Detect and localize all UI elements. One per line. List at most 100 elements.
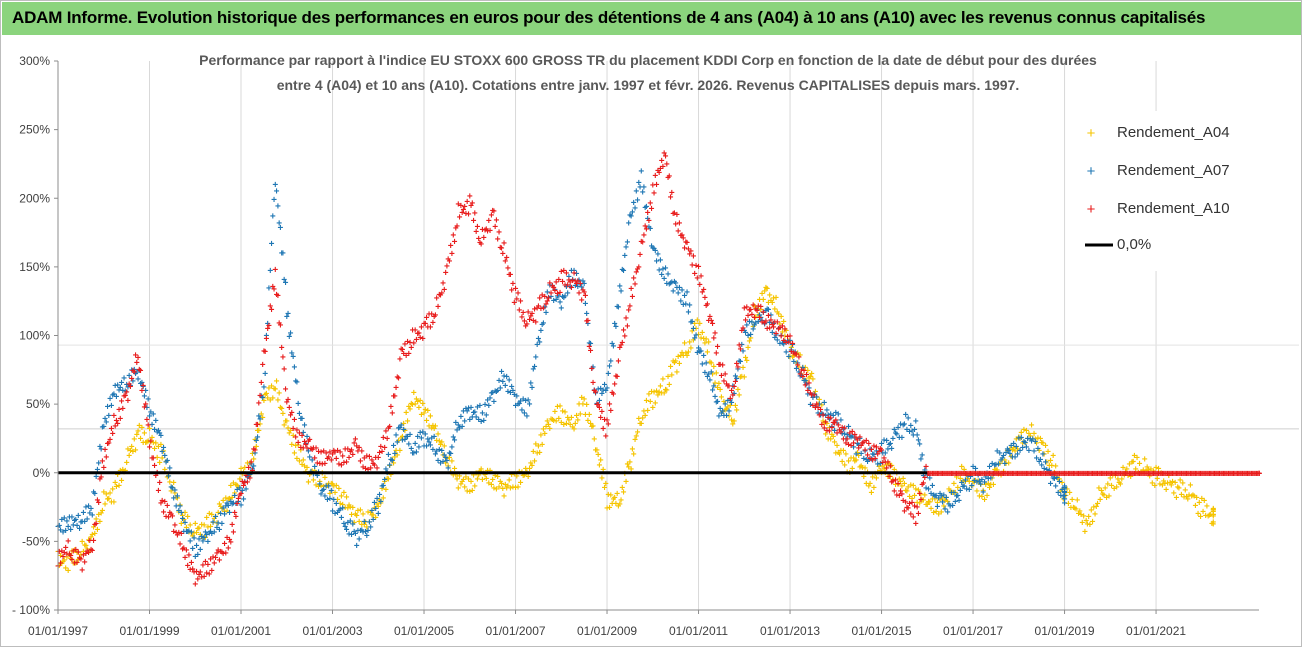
x-tick-label: 01/01/2007 — [485, 624, 545, 638]
point-a10: + — [1024, 469, 1030, 480]
point-a10: + — [1243, 469, 1249, 480]
point-a07: + — [496, 376, 502, 387]
point-a10: + — [600, 424, 606, 435]
point-a10: + — [612, 380, 618, 391]
point-a04: + — [441, 441, 447, 452]
point-a10: + — [957, 469, 963, 480]
point-a07: + — [689, 317, 695, 328]
point-a10: + — [1165, 469, 1171, 480]
point-a10: + — [1055, 469, 1061, 480]
point-a04: + — [335, 495, 341, 506]
point-a07: + — [474, 403, 480, 414]
point-a07: + — [594, 399, 600, 410]
point-a07: + — [155, 426, 161, 437]
point-a07: + — [668, 278, 674, 289]
point-a04: + — [1093, 502, 1099, 513]
point-a04: + — [1147, 471, 1153, 482]
point-a07: + — [1032, 437, 1038, 448]
point-a10: + — [116, 405, 122, 416]
point-a10: + — [718, 371, 724, 382]
point-a04: + — [1031, 429, 1037, 440]
point-a07: + — [854, 439, 860, 450]
point-a04: + — [762, 286, 768, 297]
point-a07: + — [194, 541, 200, 552]
point-a04: + — [304, 463, 310, 474]
point-a04: + — [157, 458, 163, 469]
point-a07: + — [882, 448, 888, 459]
point-a07: + — [164, 456, 170, 467]
point-a04: + — [1173, 493, 1179, 504]
x-tick-label: 01/01/2021 — [1126, 624, 1186, 638]
point-a07: + — [297, 409, 303, 420]
point-a07: + — [732, 371, 738, 382]
point-a10: + — [539, 291, 545, 302]
point-a04: + — [617, 499, 623, 510]
point-a04: + — [1039, 438, 1045, 449]
point-a07: + — [632, 204, 638, 215]
point-a10: + — [349, 445, 355, 456]
point-a10: + — [687, 250, 693, 261]
point-a04: + — [115, 470, 121, 481]
point-a07: + — [824, 405, 830, 416]
point-a10: + — [1126, 469, 1132, 480]
point-a04: + — [985, 479, 991, 490]
point-a04: + — [403, 408, 409, 419]
point-a04: + — [717, 385, 723, 396]
point-a07: + — [987, 462, 993, 473]
point-a04: + — [862, 464, 868, 475]
point-a10: + — [1095, 469, 1101, 480]
point-a10: + — [1189, 469, 1195, 480]
point-a07: + — [59, 515, 65, 526]
point-a04: + — [955, 483, 961, 494]
point-a07: + — [341, 519, 347, 530]
point-a07: + — [729, 398, 735, 409]
point-a04: + — [422, 405, 428, 416]
point-a10: + — [999, 469, 1005, 480]
point-a10: + — [736, 340, 742, 351]
point-a10: + — [837, 426, 843, 437]
point-a10: + — [305, 436, 311, 447]
point-a10: + — [1138, 469, 1144, 480]
point-a07: + — [937, 489, 943, 500]
point-a04: + — [215, 508, 221, 519]
point-a07: + — [242, 477, 248, 488]
point-a04: + — [857, 463, 863, 474]
point-a10: + — [413, 335, 419, 346]
point-a04: + — [663, 385, 669, 396]
point-a04: + — [863, 479, 869, 490]
point-a04: + — [642, 411, 648, 422]
point-a04: + — [337, 499, 343, 510]
point-a10: + — [155, 486, 161, 497]
point-a10: + — [843, 439, 849, 450]
point-a07: + — [699, 359, 705, 370]
point-a10: + — [401, 349, 407, 360]
point-a10: + — [745, 311, 751, 322]
point-a07: + — [192, 552, 198, 563]
point-a10: + — [966, 469, 972, 480]
point-a07: + — [1010, 452, 1016, 463]
point-a04: + — [346, 500, 352, 511]
point-a04: + — [874, 474, 880, 485]
point-a04: + — [813, 387, 819, 398]
point-a04: + — [591, 435, 597, 446]
point-a10: + — [890, 476, 896, 487]
point-a10: + — [937, 469, 943, 480]
point-a10: + — [1110, 469, 1116, 480]
point-a04: + — [763, 283, 769, 294]
point-a07: + — [157, 428, 163, 439]
point-a10: + — [579, 295, 585, 306]
point-a04: + — [1064, 485, 1070, 496]
point-a10: + — [820, 410, 826, 421]
point-a07: + — [112, 381, 118, 392]
point-a07: + — [976, 476, 982, 487]
point-a07: + — [267, 266, 273, 277]
point-a07: + — [70, 521, 76, 532]
point-a10: + — [1093, 469, 1099, 480]
point-a07: + — [130, 376, 136, 387]
x-tick-label: 01/01/1997 — [28, 624, 88, 638]
point-a04: + — [743, 353, 749, 364]
point-a04: + — [1172, 478, 1178, 489]
point-a04: + — [205, 523, 211, 534]
point-a04: + — [1045, 447, 1051, 458]
point-a04: + — [1110, 470, 1116, 481]
